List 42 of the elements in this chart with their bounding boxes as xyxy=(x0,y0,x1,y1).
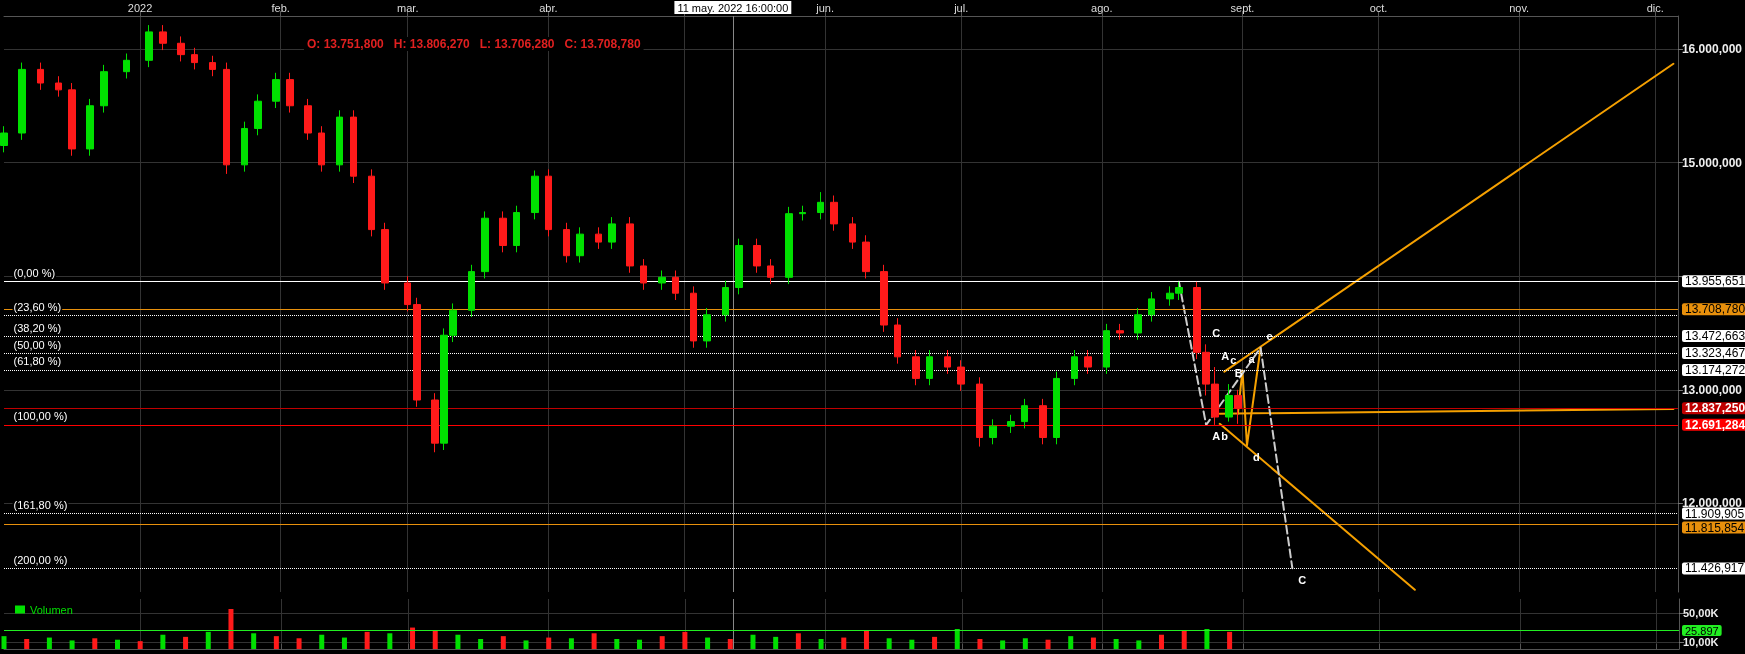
x-tick-label: oct. xyxy=(1369,1,1388,14)
ref-line-label: 13.174,272 xyxy=(1685,362,1745,377)
legend-label: Volumen xyxy=(30,603,73,616)
annotation: (23,60 %) xyxy=(13,300,62,313)
ref-line-label: 12.837,250 xyxy=(1685,401,1745,416)
x-tick-label: feb. xyxy=(271,1,290,14)
x-tick-label: jul. xyxy=(953,1,969,14)
annotation: (100,00 %) xyxy=(13,410,68,423)
annotation: b xyxy=(1221,430,1229,443)
ref-line-label: 25.897 xyxy=(1685,624,1719,637)
ref-line-label: 13.472,663 xyxy=(1685,329,1745,344)
y-tick-label: 13.000,000 xyxy=(1681,382,1743,397)
x-tick-label: 2022 xyxy=(127,1,153,14)
x-tick-label: mar. xyxy=(397,1,419,14)
ref-line-label: 12.691,284 xyxy=(1685,417,1745,432)
ref-line-label: 11.815,854 xyxy=(1685,520,1745,535)
y-tick-label: 15.000,000 xyxy=(1681,155,1743,170)
ref-line-label: 11 may. 2022 16:00:00 xyxy=(677,1,789,14)
ref-line-label: 11.426,917 xyxy=(1685,561,1745,576)
x-tick-label: ago. xyxy=(1091,1,1113,14)
ref-line-label: 13.708,780 xyxy=(1685,302,1745,317)
x-tick-label: dic. xyxy=(1646,1,1664,14)
x-tick-label: sept. xyxy=(1230,1,1255,14)
annotation: (200,00 %) xyxy=(13,553,68,566)
annotation: C xyxy=(1298,573,1307,586)
annotation: (161,80 %) xyxy=(13,499,68,512)
x-tick-label: jun. xyxy=(815,1,834,14)
annotation: C xyxy=(1212,326,1221,339)
y-tick-label: 16.000,000 xyxy=(1681,41,1743,56)
x-tick-label: nov. xyxy=(1509,1,1530,14)
ref-line-label: 13.323,467 xyxy=(1685,346,1745,361)
ref-line-label: 13.955,651 xyxy=(1685,274,1745,289)
annotation: (50,00 %) xyxy=(13,338,62,351)
annotation: c xyxy=(1230,354,1237,367)
annotation: (38,20 %) xyxy=(13,321,62,334)
x-tick-label: abr. xyxy=(539,1,558,14)
y-tick-label: 10,00K xyxy=(1683,635,1719,648)
annotation: (61,80 %) xyxy=(13,355,62,368)
annotation: A xyxy=(1212,430,1221,443)
annotation: O: 13.751,800 H: 13.806,270 L: 13.706,280 C: 13.708,780 xyxy=(307,37,641,51)
y-tick-label: 50,00K xyxy=(1683,607,1719,620)
annotation: (0,00 %) xyxy=(13,266,56,279)
